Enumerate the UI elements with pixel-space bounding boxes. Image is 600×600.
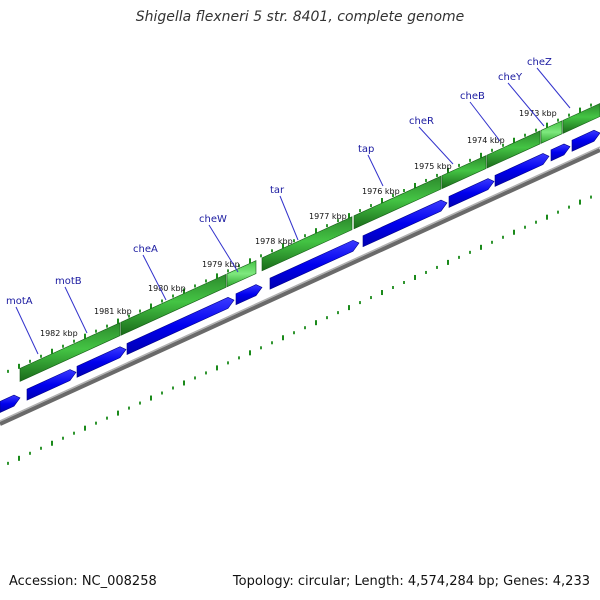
gene-label-line [418,126,454,165]
gene-arrow [235,284,263,306]
cds-feature [540,120,563,144]
gene-label-lines [15,67,571,355]
map-title: Shigella flexneri 5 str. 8401, complete … [135,9,465,25]
kbp-label: 1974 kbp [467,136,505,145]
gene-label-line [208,224,239,273]
gene-label-line [367,154,384,187]
gene-label-motB: motB [55,276,82,287]
gene-arrow [0,394,21,413]
gene-label-cheY: cheY [498,72,523,83]
gc-skew-dots-upper [7,103,592,373]
gene-label-cheZ: cheZ [527,57,552,68]
gene-track [0,129,600,413]
gene-arrow [362,199,448,248]
gene-arrow [448,178,495,208]
kbp-label: 1975 kbp [414,162,452,171]
gc-skew-dots-lower [7,195,592,465]
topology-text: Topology: circular; Length: 4,574,284 bp… [232,574,590,589]
cds-track [19,103,600,382]
kbp-label: 1979 kbp [202,260,240,269]
cds-feature [486,130,541,169]
gene-label-cheB: cheB [460,91,485,102]
accession-text: Accession: NC_008258 [9,574,157,589]
gene-arrow [550,143,571,162]
backbone [0,146,600,426]
gene-arrow [269,239,360,290]
cds-feature [19,322,121,382]
gene-labels: motA motB cheA cheW tar tap cheR cheB cheY cheZ [6,57,552,307]
gene-label-line [536,67,571,109]
kbp-label: 1973 kbp [519,109,557,118]
cds-feature [226,260,257,288]
gene-label-cheA: cheA [133,244,158,255]
cds-feature [562,103,600,134]
cds-feature [441,155,487,190]
gene-label-tap: tap [358,144,374,155]
kbp-label: 1977 kbp [309,212,347,221]
gene-arrow [76,346,127,378]
kbp-label: 1982 kbp [40,329,78,338]
cds-feature [261,216,353,272]
gene-label-line [64,286,88,334]
cds-feature [353,175,442,230]
gene-label-line [469,101,501,142]
gene-arrow [126,297,235,355]
gene-label-motA: motA [6,296,33,307]
kbp-label: 1978 kbp [255,237,293,246]
gene-arrow [26,369,77,401]
gene-label-cheW: cheW [199,214,227,225]
gene-arrow [494,153,550,187]
kbp-labels: 1982 kbp 1981 kbp 1980 kbp 1979 kbp 1978 kbp… [40,109,557,338]
gene-label-cheR: cheR [409,116,434,127]
gene-arrow [571,129,600,152]
gene-label-tar: tar [270,185,285,196]
gene-label-line [142,254,167,301]
cds-feature [120,273,227,336]
gene-label-line [279,195,299,241]
kbp-label: 1980 kbp [148,284,186,293]
kbp-label: 1976 kbp [362,187,400,196]
kbp-label: 1981 kbp [94,307,132,316]
gene-label-line [507,82,545,127]
gene-label-line [15,306,39,355]
